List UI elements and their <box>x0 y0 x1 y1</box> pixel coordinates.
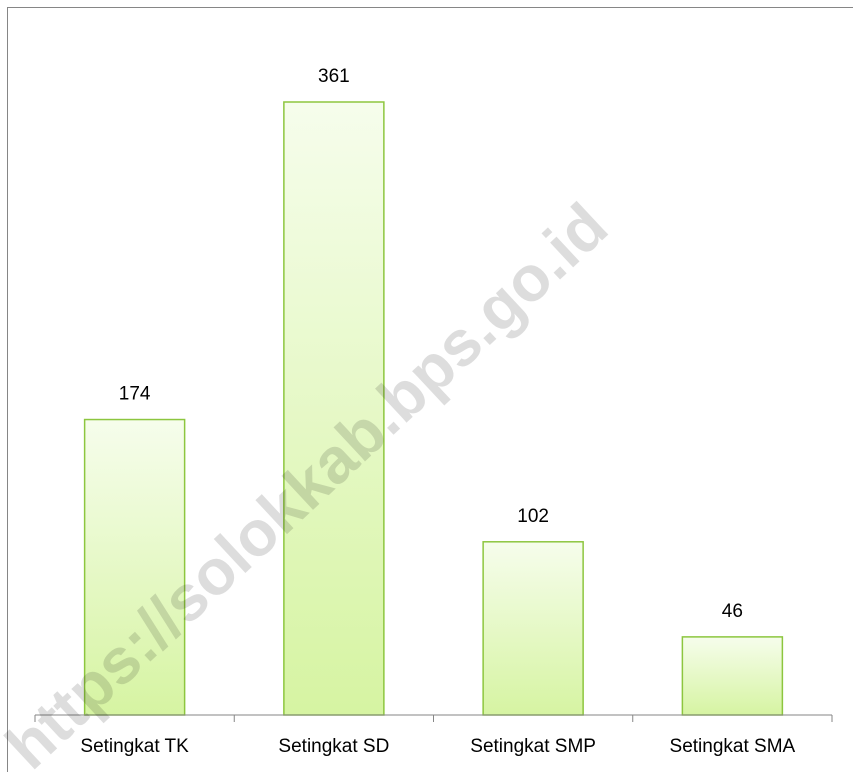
data-label: 174 <box>119 384 151 405</box>
x-tick-label: Setingkat SMP <box>470 736 596 757</box>
data-label: 102 <box>517 506 549 527</box>
bar <box>283 101 385 716</box>
x-tick-label: Setingkat SMA <box>670 736 796 757</box>
x-tick-label: Setingkat TK <box>80 736 189 757</box>
plot-area: 174 Setingkat TK 361 Setingkat SD 102 Setingk… <box>34 66 833 757</box>
bar <box>681 636 784 716</box>
data-label: 46 <box>722 601 743 622</box>
data-label: 361 <box>318 66 350 87</box>
bar <box>482 541 584 716</box>
x-tick-label: Setingkat SD <box>278 736 389 757</box>
bar <box>83 418 186 716</box>
